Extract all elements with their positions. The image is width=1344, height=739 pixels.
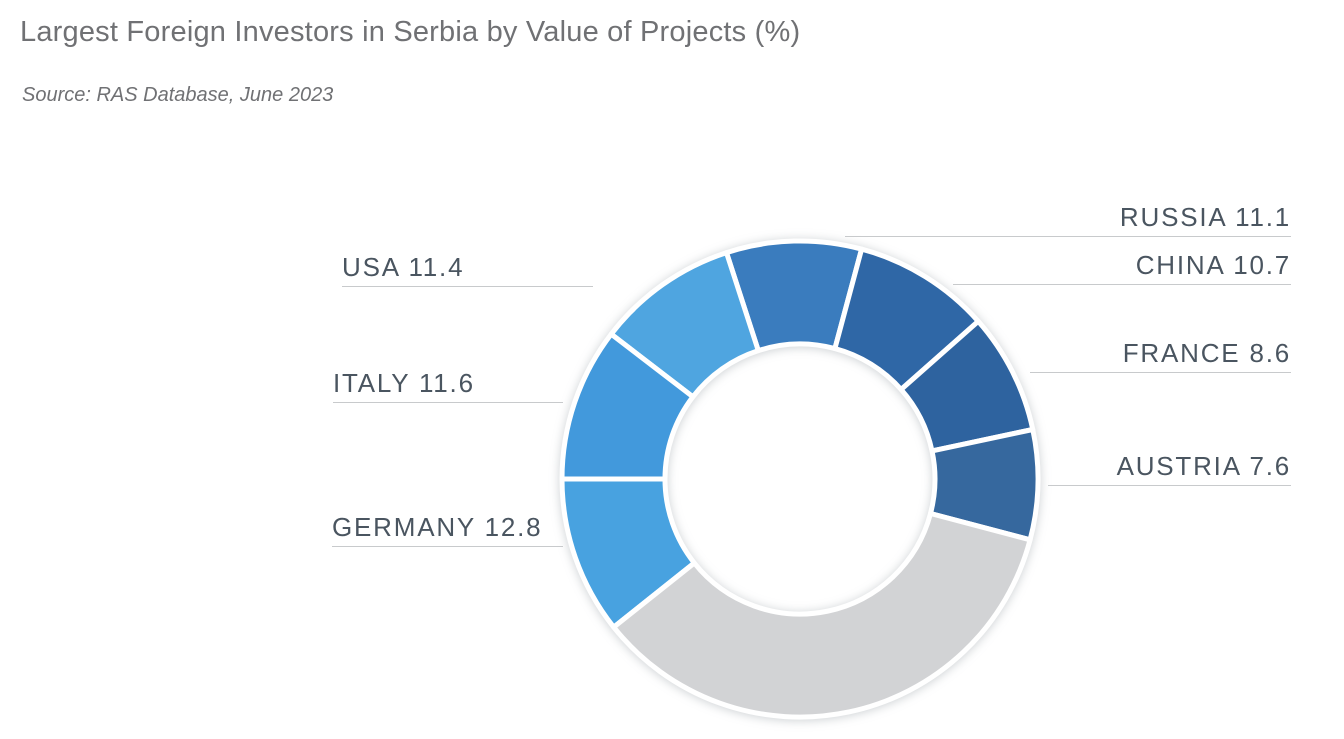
label-russia-value: 11.1 bbox=[1235, 202, 1291, 232]
label-usa-text: USA 11.4 bbox=[342, 253, 593, 281]
label-russia: RUSSIA 11.1 bbox=[845, 203, 1291, 237]
donut-chart bbox=[559, 238, 1041, 720]
slice-italy bbox=[559, 331, 696, 482]
label-china: CHINA 10.7 bbox=[953, 251, 1291, 285]
label-china-name: CHINA bbox=[1135, 250, 1225, 280]
label-china-text: CHINA 10.7 bbox=[953, 251, 1291, 279]
label-austria-text: AUSTRIA 7.6 bbox=[1048, 452, 1291, 480]
chart-title: Largest Foreign Investors in Serbia by V… bbox=[20, 16, 801, 48]
label-germany-text: GERMANY 12.8 bbox=[332, 513, 563, 541]
label-italy-value: 11.6 bbox=[418, 368, 475, 398]
slice-other bbox=[611, 511, 1033, 720]
label-usa-value: 11.4 bbox=[408, 252, 465, 282]
label-italy-name: ITALY bbox=[333, 368, 410, 398]
label-russia-name: RUSSIA bbox=[1119, 202, 1227, 232]
label-austria-name: AUSTRIA bbox=[1116, 451, 1241, 481]
label-russia-text: RUSSIA 11.1 bbox=[845, 203, 1291, 231]
label-italy: ITALY 11.6 bbox=[333, 369, 563, 403]
label-china-value: 10.7 bbox=[1233, 250, 1291, 280]
label-austria: AUSTRIA 7.6 bbox=[1048, 452, 1291, 486]
label-germany-name: GERMANY bbox=[332, 512, 476, 542]
label-austria-value: 7.6 bbox=[1249, 451, 1291, 481]
label-italy-text: ITALY 11.6 bbox=[333, 369, 563, 397]
label-france-text: FRANCE 8.6 bbox=[1030, 339, 1291, 367]
chart-source: Source: RAS Database, June 2023 bbox=[22, 84, 334, 106]
slice-germany bbox=[559, 476, 697, 630]
label-usa: USA 11.4 bbox=[342, 253, 593, 287]
label-france-name: FRANCE bbox=[1122, 338, 1241, 368]
label-germany-value: 12.8 bbox=[484, 512, 543, 542]
label-france-value: 8.6 bbox=[1249, 338, 1291, 368]
label-france: FRANCE 8.6 bbox=[1030, 339, 1291, 373]
label-germany: GERMANY 12.8 bbox=[332, 513, 563, 547]
label-usa-name: USA bbox=[342, 252, 400, 282]
